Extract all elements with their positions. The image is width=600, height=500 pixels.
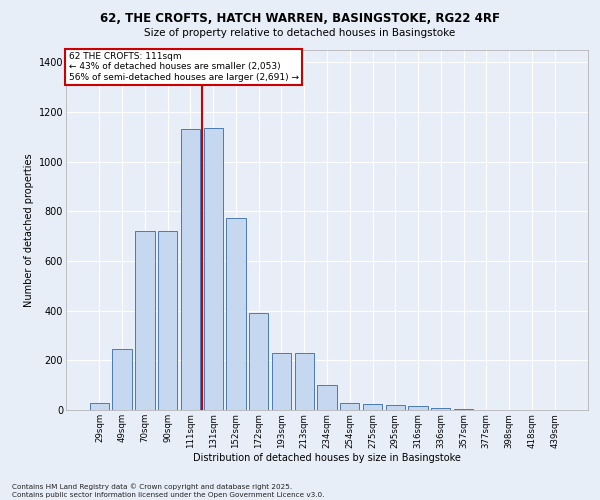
Bar bbox=[363, 404, 382, 410]
Bar bbox=[431, 408, 451, 410]
Bar bbox=[272, 353, 291, 410]
Bar bbox=[295, 353, 314, 410]
Bar bbox=[158, 231, 178, 410]
Bar bbox=[340, 402, 359, 410]
Text: 62, THE CROFTS, HATCH WARREN, BASINGSTOKE, RG22 4RF: 62, THE CROFTS, HATCH WARREN, BASINGSTOK… bbox=[100, 12, 500, 26]
Bar bbox=[409, 406, 428, 410]
Y-axis label: Number of detached properties: Number of detached properties bbox=[25, 153, 34, 307]
Bar bbox=[249, 313, 268, 410]
Bar bbox=[386, 405, 405, 410]
Bar bbox=[181, 130, 200, 410]
Text: 62 THE CROFTS: 111sqm
← 43% of detached houses are smaller (2,053)
56% of semi-d: 62 THE CROFTS: 111sqm ← 43% of detached … bbox=[68, 52, 299, 82]
Bar bbox=[90, 402, 109, 410]
Text: Contains HM Land Registry data © Crown copyright and database right 2025.
Contai: Contains HM Land Registry data © Crown c… bbox=[12, 484, 325, 498]
Bar bbox=[135, 231, 155, 410]
X-axis label: Distribution of detached houses by size in Basingstoke: Distribution of detached houses by size … bbox=[193, 453, 461, 463]
Bar bbox=[317, 385, 337, 410]
Text: Size of property relative to detached houses in Basingstoke: Size of property relative to detached ho… bbox=[145, 28, 455, 38]
Bar bbox=[203, 128, 223, 410]
Bar bbox=[112, 349, 132, 410]
Bar bbox=[226, 218, 245, 410]
